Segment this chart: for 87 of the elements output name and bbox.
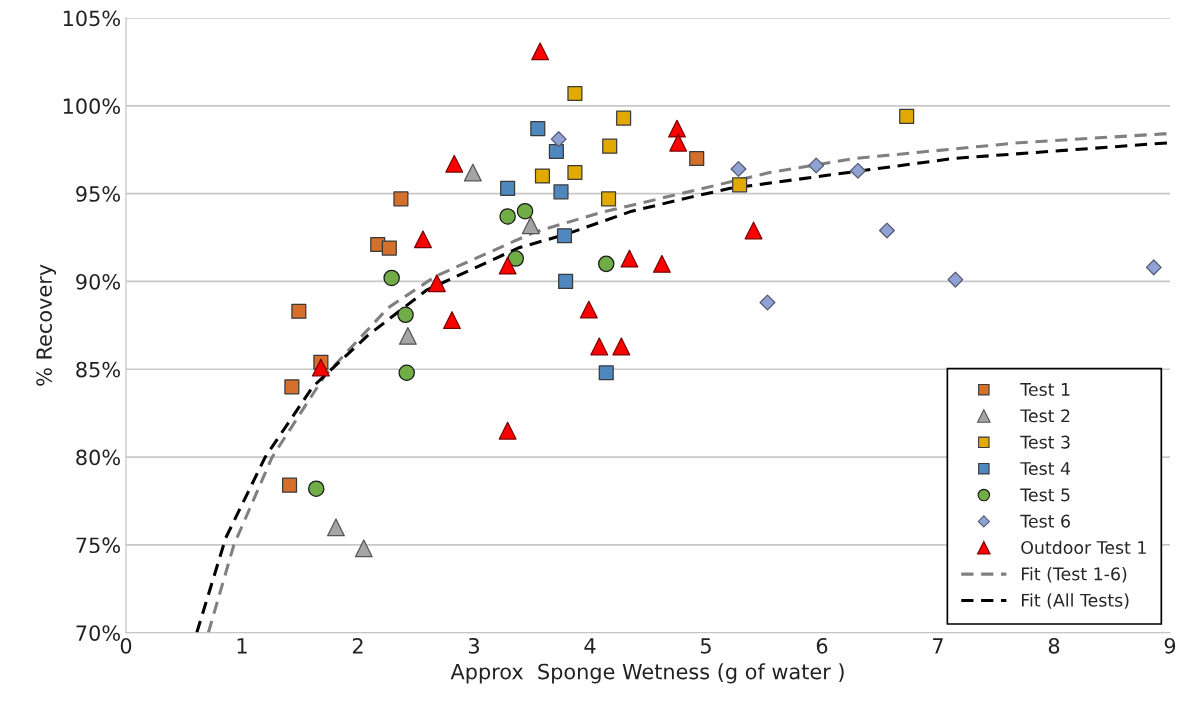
x-tick-label: 8 — [1048, 637, 1060, 654]
point — [499, 208, 516, 225]
legend-label: Fit (All Tests) — [1021, 593, 1129, 609]
y-tick-label: 80% — [76, 449, 120, 466]
point — [1145, 259, 1162, 276]
y-tick-label: 90% — [76, 273, 120, 290]
point — [398, 326, 417, 345]
point — [579, 300, 598, 319]
point — [668, 119, 686, 138]
point — [567, 164, 583, 181]
point — [600, 191, 617, 207]
point — [530, 121, 546, 137]
legend-label: Fit (Test 1-6) — [1021, 567, 1127, 583]
point — [311, 358, 330, 377]
y-axis-title: % Recovery — [36, 264, 57, 386]
point — [553, 184, 569, 200]
point — [307, 480, 325, 497]
point — [590, 337, 609, 356]
point — [383, 269, 400, 287]
y-tick-label: 105% — [63, 10, 120, 27]
point — [550, 131, 567, 148]
point — [759, 294, 776, 311]
point — [516, 202, 534, 220]
point — [393, 191, 409, 207]
legend-label: Outdoor Test 1 — [1021, 540, 1146, 555]
point — [445, 154, 464, 173]
y-tick-label: 85% — [76, 361, 120, 378]
x-tick-label: 5 — [700, 638, 711, 654]
point — [397, 306, 414, 324]
point — [531, 42, 550, 61]
legend-label: Test 1 — [1020, 383, 1070, 396]
point — [548, 143, 564, 160]
point — [567, 85, 583, 102]
point — [498, 421, 517, 440]
point — [521, 216, 540, 235]
x-axis-title: Approx Sponge Wetness (g of water ) — [450, 663, 844, 684]
point — [284, 379, 300, 395]
point — [291, 303, 307, 319]
point — [652, 254, 671, 273]
point — [534, 168, 551, 184]
x-tick-label: 1 — [237, 638, 247, 654]
y-tick-label: 75% — [76, 537, 120, 554]
point — [498, 256, 517, 275]
x-tick-label: 7 — [933, 638, 943, 654]
point — [463, 163, 482, 182]
point — [398, 364, 415, 382]
y-tick-label: 70% — [76, 625, 120, 641]
point — [689, 150, 705, 167]
x-tick-label: 9 — [1164, 637, 1176, 654]
point — [602, 138, 618, 154]
x-tick-label: 4 — [584, 638, 596, 654]
point — [616, 110, 632, 126]
point — [732, 177, 748, 193]
point — [597, 255, 615, 273]
point — [899, 108, 915, 124]
point — [281, 477, 298, 493]
point — [849, 162, 866, 179]
point — [947, 271, 964, 288]
legend-label: Test 2 — [1020, 409, 1070, 423]
point — [669, 133, 688, 152]
x-tick-label: 0 — [120, 637, 132, 654]
point — [427, 274, 446, 293]
point — [612, 337, 631, 356]
point — [620, 249, 639, 268]
legend-label: Test 5 — [1020, 488, 1070, 502]
x-tick-label: 6 — [816, 637, 828, 654]
point — [556, 228, 573, 244]
point — [598, 365, 614, 381]
x-tick-label: 3 — [468, 637, 479, 654]
x-tick-label: 2 — [352, 637, 363, 654]
point — [381, 240, 397, 256]
point — [808, 157, 825, 174]
point — [500, 180, 516, 196]
point — [878, 222, 895, 239]
legend-label: Test 6 — [1020, 514, 1070, 528]
y-tick-label: 100% — [63, 98, 120, 115]
point — [558, 273, 574, 290]
point — [744, 221, 763, 240]
legend-label: Test 3 — [1020, 435, 1070, 449]
point — [414, 230, 432, 249]
point — [507, 250, 525, 267]
point — [730, 161, 747, 178]
y-tick-label: 95% — [76, 186, 120, 202]
point — [354, 539, 373, 558]
point — [327, 518, 345, 537]
legend-label: Test 4 — [1020, 462, 1071, 476]
point — [443, 311, 461, 330]
